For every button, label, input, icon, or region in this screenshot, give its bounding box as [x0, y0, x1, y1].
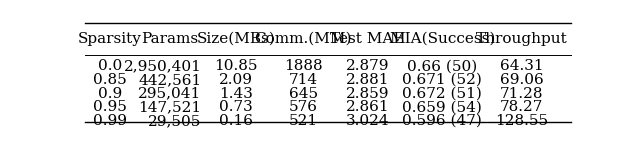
- Text: 295,041: 295,041: [138, 87, 202, 101]
- Text: 2.09: 2.09: [220, 73, 253, 87]
- Text: Params: Params: [141, 32, 198, 46]
- Text: 0.66 (50): 0.66 (50): [407, 59, 477, 73]
- Text: 0.95: 0.95: [93, 100, 127, 114]
- Text: 645: 645: [289, 87, 318, 101]
- Text: 0.671 (52): 0.671 (52): [402, 73, 482, 87]
- Text: Sparsity: Sparsity: [78, 32, 141, 46]
- Text: 0.73: 0.73: [220, 100, 253, 114]
- Text: 29,505: 29,505: [148, 114, 202, 128]
- Text: 0.9: 0.9: [98, 87, 122, 101]
- Text: 442,561: 442,561: [138, 73, 202, 87]
- Text: 0.85: 0.85: [93, 73, 127, 87]
- Text: 0.672 (51): 0.672 (51): [402, 87, 482, 101]
- Text: Throughput: Throughput: [476, 32, 567, 46]
- Text: 0.16: 0.16: [220, 114, 253, 128]
- Text: 147,521: 147,521: [138, 100, 202, 114]
- Text: 1888: 1888: [284, 59, 323, 73]
- Text: 0.659 (54): 0.659 (54): [402, 100, 482, 114]
- Text: 3.024: 3.024: [346, 114, 390, 128]
- Text: 0.99: 0.99: [93, 114, 127, 128]
- Text: Test MAE: Test MAE: [330, 32, 405, 46]
- Text: 69.06: 69.06: [500, 73, 543, 87]
- Text: Size(MBs): Size(MBs): [197, 32, 276, 46]
- Text: 71.28: 71.28: [500, 87, 543, 101]
- Text: Comm.(MM): Comm.(MM): [255, 32, 352, 46]
- Text: 714: 714: [289, 73, 318, 87]
- Text: 2.859: 2.859: [346, 87, 389, 101]
- Text: 521: 521: [289, 114, 318, 128]
- Text: 2.861: 2.861: [346, 100, 390, 114]
- Text: 78.27: 78.27: [500, 100, 543, 114]
- Text: MIA(Success): MIA(Success): [389, 32, 495, 46]
- Text: 128.55: 128.55: [495, 114, 548, 128]
- Text: 2,950,401: 2,950,401: [124, 59, 202, 73]
- Text: 2.879: 2.879: [346, 59, 389, 73]
- Text: 64.31: 64.31: [500, 59, 543, 73]
- Text: 0.596 (47): 0.596 (47): [402, 114, 482, 128]
- Text: 1.43: 1.43: [220, 87, 253, 101]
- Text: 2.881: 2.881: [346, 73, 389, 87]
- Text: 0.0: 0.0: [98, 59, 122, 73]
- Text: 576: 576: [289, 100, 317, 114]
- Text: 10.85: 10.85: [214, 59, 258, 73]
